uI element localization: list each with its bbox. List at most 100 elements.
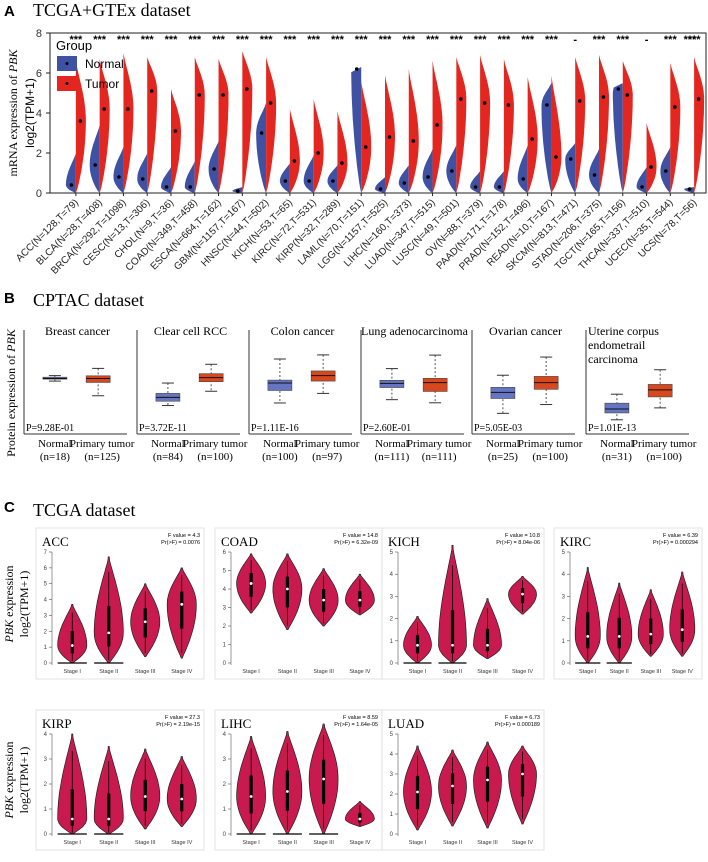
x-label-tumor: Primary tumor: [632, 438, 697, 450]
iqr-box: [520, 764, 525, 797]
y-axis-label-gene: PBK: [6, 49, 20, 74]
y-tick-label: 4: [223, 587, 227, 593]
y-axis-label-gene: PBK: [2, 795, 16, 820]
y-tick-label: 2: [562, 617, 566, 623]
panel-c-letter: C: [4, 499, 15, 516]
significance-label: ***: [616, 34, 630, 46]
x-label-normal-n: (n=31): [602, 451, 632, 463]
median-point-normal: [93, 163, 97, 167]
plot-title: Uterine corpus: [588, 324, 659, 338]
violin-normal: [565, 143, 576, 193]
violin-normal: [446, 145, 457, 193]
violin-normal: [256, 103, 267, 193]
iqr-box: [680, 609, 684, 642]
y-tick-label: 2: [390, 617, 394, 623]
stage-label: Stage III: [477, 669, 498, 675]
y-tick-label: 3: [44, 757, 48, 763]
y-tick-label: 0: [223, 832, 227, 838]
y-tick-label: 3: [44, 613, 48, 619]
median-point-tumor: [245, 87, 249, 91]
violin-tumor: [622, 61, 633, 193]
violin-normal: [541, 83, 552, 193]
f-value-label: F value = 6.73: [505, 715, 540, 721]
cancer-label: LUAD: [388, 716, 424, 731]
median-point-normal: [473, 185, 478, 189]
median-point: [486, 778, 489, 782]
plot-title: Breast cancer: [45, 324, 110, 338]
significance-label: ***: [283, 34, 297, 46]
stage-label: Stage IV: [512, 669, 533, 675]
median-point-tumor: [387, 135, 392, 139]
median-point: [322, 598, 326, 602]
violin-normal: [65, 153, 76, 193]
median-point-tumor: [506, 103, 511, 107]
median-point-normal: [307, 179, 311, 183]
y-axis-label-gene: PBK: [4, 328, 18, 353]
legend-label-tumor: Tumor: [85, 77, 119, 91]
y-tick-label: 5: [223, 569, 227, 575]
median-point-tumor: [459, 97, 463, 101]
iqr-box: [249, 775, 253, 814]
iqr-box: [249, 573, 253, 597]
violin-normal: [184, 161, 195, 193]
f-value-label: F value = 8.59: [343, 715, 378, 721]
median-point: [586, 634, 590, 638]
stage-label: Stage I: [242, 669, 260, 675]
y-axis-label: mRNA expression of PBK: [6, 49, 20, 177]
violin-normal: [470, 171, 481, 193]
median-point: [107, 631, 111, 635]
y-axis-label: PBK expression: [2, 566, 16, 644]
y-tick-label: 4: [44, 598, 48, 604]
median-point: [649, 632, 653, 636]
violin-normal: [398, 165, 409, 193]
plot-title: carcinoma: [588, 352, 639, 366]
y-tick-label: 0: [44, 661, 48, 667]
y-tick-label: 0: [390, 661, 394, 667]
median-point-normal: [450, 169, 454, 173]
violin-normal: [589, 149, 599, 193]
y-axis-label: PBK expression: [2, 742, 16, 820]
cancer-label: KIRP: [42, 716, 72, 731]
box-normal: [604, 402, 630, 414]
median-point-normal: [378, 187, 383, 191]
iqr-box: [649, 618, 653, 645]
stage-label: Stage IV: [349, 669, 370, 675]
iqr-box: [586, 612, 590, 649]
y-tick-label: 6: [36, 68, 42, 80]
y-tick-label: 0: [36, 188, 42, 200]
p-value-label: P=1.01E-13: [588, 423, 636, 434]
median-point-tumor: [577, 99, 582, 103]
y-tick-label: 3: [390, 594, 394, 600]
median-point: [521, 772, 524, 776]
iqr-box: [285, 576, 289, 608]
median-point-tumor: [173, 129, 178, 133]
violin-tumor: [456, 57, 467, 193]
iqr-box: [322, 759, 326, 804]
median-point: [180, 797, 184, 801]
median-point-normal: [664, 169, 668, 173]
median-point: [486, 643, 489, 647]
violin-normal: [208, 141, 219, 193]
y-tick-label: 5: [390, 550, 394, 556]
median-point-normal: [402, 181, 407, 185]
y-tick-label: 5: [44, 582, 48, 588]
y-tick-label: 7: [44, 550, 48, 556]
x-label-normal-n: (n=100): [262, 451, 298, 463]
cancer-label: KICH: [388, 534, 420, 549]
median-point-normal: [354, 67, 359, 71]
median-point-normal: [236, 189, 240, 193]
significance-label: ***: [188, 34, 202, 46]
x-label-tumor: Primary tumor: [518, 438, 583, 450]
violin-normal: [612, 83, 623, 193]
significance-label: ***: [307, 34, 321, 46]
violin-normal: [517, 145, 528, 193]
x-label-normal: Normal: [38, 438, 72, 450]
significance-label: ***: [331, 34, 345, 46]
y-tick-label: 1: [390, 639, 394, 645]
median-point-tumor: [649, 165, 653, 169]
box-plot: Clear cell RCC P=3.72E-11 Normal(n=84)Prim…: [136, 324, 248, 463]
stage-violin-plot: COAD F value = 14.8Pr(>F) = 6.32e-09 0 1 2 3 4…: [214, 527, 383, 680]
f-value-label: F value = 10.8: [505, 533, 540, 539]
